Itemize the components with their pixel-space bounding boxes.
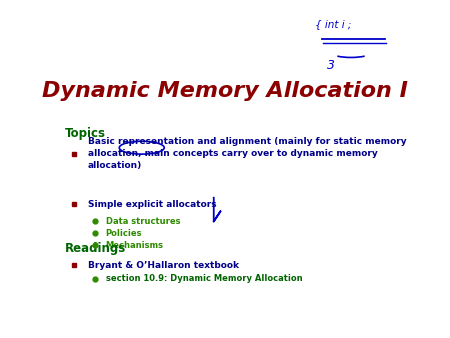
Text: Dynamic Memory Allocation I: Dynamic Memory Allocation I [42, 81, 408, 101]
Text: section 10.9: Dynamic Memory Allocation: section 10.9: Dynamic Memory Allocation [106, 274, 302, 283]
Text: Readings: Readings [65, 242, 126, 255]
Text: Data structures: Data structures [106, 217, 180, 226]
Text: Policies: Policies [106, 229, 142, 238]
Text: Simple explicit allocators: Simple explicit allocators [88, 200, 216, 209]
Text: { int i ;: { int i ; [315, 19, 351, 29]
Text: Mechanisms: Mechanisms [106, 241, 164, 249]
Text: Topics: Topics [65, 127, 106, 140]
Text: Bryant & O’Hallaron textbook: Bryant & O’Hallaron textbook [88, 261, 239, 270]
Text: 3: 3 [327, 59, 335, 72]
Text: Basic representation and alignment (mainly for static memory
allocation, main co: Basic representation and alignment (main… [88, 138, 406, 170]
